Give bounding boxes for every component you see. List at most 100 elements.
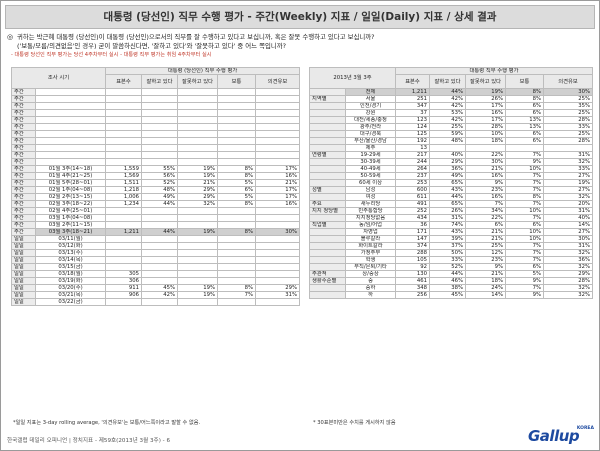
table-row: 주관적 상/중상 130 44% 21% 5% 29% — [309, 270, 594, 278]
row-subgroup: 하 — [345, 291, 396, 299]
cell-n — [105, 130, 142, 138]
cell-good: 44% — [429, 88, 466, 96]
cell-good: 53% — [429, 109, 466, 117]
cell-nr — [254, 242, 301, 250]
cell-neutral: 8% — [217, 172, 256, 180]
row-period: 01월 3주(14~18) — [35, 165, 106, 173]
cell-n: 244 — [395, 158, 430, 166]
row-category: 주요 — [309, 200, 346, 208]
cell-neutral — [217, 144, 256, 152]
table-row: 주간 01월 3주(14~18) 1,559 55% 19% 8% 17% — [11, 165, 301, 173]
cell-good — [141, 151, 178, 159]
cell-good — [141, 277, 178, 285]
cell-n: 171 — [395, 228, 430, 236]
table-row: 중하 348 38% 24% 7% 32% — [309, 284, 594, 292]
cell-neutral: 10% — [505, 165, 544, 173]
cell-nr: 33% — [542, 165, 594, 173]
cell-nr: 35% — [542, 102, 594, 110]
table-row: 가정주부 288 50% 12% 7% 32% — [309, 249, 594, 257]
header-group: 대통령 (당선인) 직무 수행 평가 — [104, 67, 301, 75]
row-kind: 주간 — [11, 109, 36, 117]
row-subgroup: 30-39세 — [345, 158, 396, 166]
cell-good — [141, 207, 178, 215]
row-kind: 주간 — [11, 158, 36, 166]
table-row: 주간 — [11, 123, 301, 131]
question-line-1: 귀하는 박근혜 대통령 (당선인)이 대통령 (당선인)으로서의 직무를 잘 수… — [17, 33, 375, 41]
row-kind: 주간 — [11, 102, 36, 110]
cell-nr: 32% — [542, 249, 594, 257]
cell-good: 42% — [429, 102, 466, 110]
cell-nr: 17% — [254, 193, 301, 201]
header-nr: 의견유보 — [542, 74, 594, 89]
cell-nr: 30% — [254, 228, 301, 236]
cell-nr — [254, 102, 301, 110]
table-row: 학생 105 33% 23% 7% 36% — [309, 256, 594, 264]
cell-n: 252 — [395, 207, 430, 215]
row-period: 03/21(목) — [35, 291, 106, 299]
cell-n — [105, 263, 142, 271]
row-subgroup: 전체 — [345, 88, 396, 96]
cell-neutral: 6% — [505, 102, 544, 110]
row-period: 03월 1주(04~08) — [35, 214, 106, 222]
cell-good: 50% — [429, 249, 466, 257]
cell-good — [141, 256, 178, 264]
cell-n — [105, 95, 142, 103]
cell-n: 600 — [395, 186, 430, 194]
cell-nr: 14% — [542, 221, 594, 229]
table-row: 주간 02월 3주(18~22) 1,234 44% 32% 8% 16% — [11, 200, 301, 208]
cell-n: 237 — [395, 172, 430, 180]
table-row: 주간 — [11, 130, 301, 138]
row-kind: 주간 — [11, 137, 36, 145]
cell-bad — [177, 95, 218, 103]
row-period: 03/22(금) — [35, 298, 106, 306]
row-subgroup: 화이트칼라 — [345, 242, 396, 250]
table-row: 주간 02월 2주(13~15) 1,006 49% 29% 5% 17% — [11, 193, 301, 201]
cell-n — [105, 256, 142, 264]
row-category: 주관적 — [309, 270, 346, 278]
cell-nr: 20% — [542, 200, 594, 208]
cell-good: 42% — [429, 95, 466, 103]
cell-good: 74% — [429, 221, 466, 229]
cell-good: 25% — [429, 123, 466, 131]
cell-n: 13 — [395, 144, 430, 152]
header-good: 잘하고 있다 — [141, 74, 178, 89]
cell-bad — [177, 102, 218, 110]
cell-bad — [177, 277, 218, 285]
cell-bad: 26% — [465, 95, 506, 103]
row-subgroup: 서울 — [345, 95, 396, 103]
cell-nr: 19% — [542, 179, 594, 187]
cell-neutral: 8% — [505, 95, 544, 103]
cell-bad — [177, 158, 218, 166]
cell-n: 1,511 — [105, 179, 142, 187]
cell-neutral: 8% — [217, 228, 256, 236]
row-subgroup: 중 — [345, 277, 396, 285]
row-period — [35, 123, 106, 131]
cell-nr: 30% — [542, 88, 594, 96]
cell-good: 46% — [429, 277, 466, 285]
cell-nr: 31% — [542, 242, 594, 250]
cell-bad: 18% — [465, 277, 506, 285]
cell-neutral: 6% — [505, 137, 544, 145]
cell-good — [141, 123, 178, 131]
cell-neutral: 7% — [505, 200, 544, 208]
cell-good — [141, 116, 178, 124]
cell-bad: 22% — [465, 151, 506, 159]
cell-neutral — [505, 144, 544, 152]
row-kind: 주간 — [11, 172, 36, 180]
header-n: 표본수 — [105, 74, 142, 89]
table-row: 일일 03/12(화) — [11, 242, 301, 250]
cell-good: 42% — [429, 116, 466, 124]
cell-neutral — [217, 242, 256, 250]
table-row: 대전/세종/충청 123 42% 17% 13% 28% — [309, 116, 594, 124]
row-subgroup: 민주통합당 — [345, 207, 396, 215]
cell-nr — [254, 144, 301, 152]
cell-bad — [177, 151, 218, 159]
cell-n: 130 — [395, 270, 430, 278]
cell-n: 253 — [395, 179, 430, 187]
cell-bad — [177, 249, 218, 257]
cell-bad: 18% — [465, 137, 506, 145]
row-kind: 주간 — [11, 130, 36, 138]
cell-nr — [254, 221, 301, 229]
cell-neutral: 8% — [217, 165, 256, 173]
cell-neutral: 7% — [217, 291, 256, 299]
